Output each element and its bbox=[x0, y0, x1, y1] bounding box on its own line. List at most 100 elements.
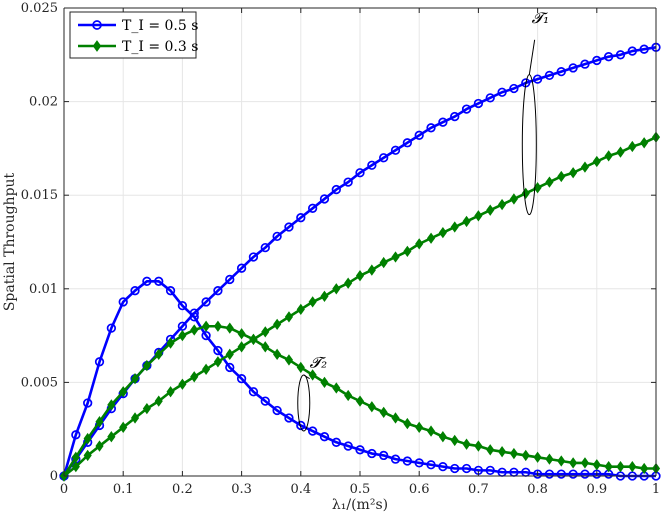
data-point bbox=[438, 461, 448, 472]
data-point bbox=[379, 153, 389, 163]
data-point bbox=[355, 445, 365, 455]
data-point bbox=[130, 286, 140, 296]
data-point bbox=[119, 386, 128, 398]
data-point bbox=[568, 63, 578, 73]
data-point bbox=[272, 405, 282, 416]
data-point bbox=[402, 456, 413, 466]
data-point bbox=[592, 459, 601, 471]
data-point bbox=[225, 348, 234, 360]
legend-label: T_I = 0.3 s bbox=[122, 39, 198, 55]
data-point bbox=[261, 326, 270, 338]
data-point bbox=[154, 348, 163, 360]
data-point bbox=[580, 59, 590, 69]
data-point bbox=[95, 416, 104, 428]
data-point bbox=[343, 177, 353, 187]
data-point bbox=[319, 432, 330, 442]
data-point bbox=[379, 450, 389, 461]
x-tick-label: 0.4 bbox=[290, 482, 311, 497]
data-point bbox=[320, 290, 329, 302]
annotation-label: 𝓣₁ bbox=[532, 9, 550, 27]
data-point bbox=[142, 402, 151, 415]
data-point bbox=[438, 226, 447, 239]
data-point bbox=[284, 311, 294, 323]
data-point bbox=[225, 322, 234, 334]
data-point bbox=[532, 74, 543, 84]
data-point bbox=[284, 413, 294, 423]
data-point bbox=[83, 449, 92, 462]
data-point bbox=[438, 431, 447, 443]
data-point bbox=[545, 453, 554, 465]
data-point bbox=[486, 204, 495, 216]
data-point bbox=[556, 66, 566, 77]
legend-box bbox=[69, 11, 197, 59]
data-point bbox=[190, 371, 199, 383]
data-point bbox=[473, 98, 484, 109]
y-tick-label: 0.02 bbox=[29, 95, 58, 110]
data-point bbox=[272, 231, 282, 242]
data-point bbox=[236, 374, 247, 384]
legend-marker bbox=[92, 20, 102, 30]
data-point bbox=[604, 460, 613, 473]
data-point bbox=[261, 341, 270, 353]
data-point bbox=[367, 160, 377, 170]
data-point bbox=[142, 359, 151, 372]
data-point bbox=[332, 283, 341, 295]
data-point bbox=[461, 104, 472, 114]
data-point bbox=[213, 286, 223, 296]
x-axis-label: λ₁/(m²s) bbox=[332, 497, 388, 513]
x-tick-label: 0.3 bbox=[231, 482, 252, 497]
data-point bbox=[142, 276, 152, 286]
data-point bbox=[569, 457, 578, 469]
series-group bbox=[59, 42, 661, 481]
data-point bbox=[580, 457, 590, 469]
data-point bbox=[390, 454, 401, 464]
data-point bbox=[616, 146, 625, 158]
annotation-pointer-t1 bbox=[528, 39, 536, 75]
data-point bbox=[355, 168, 365, 178]
data-point bbox=[307, 203, 318, 213]
data-point bbox=[296, 303, 305, 316]
data-point bbox=[178, 329, 187, 342]
data-point bbox=[237, 328, 246, 340]
y-tick-label: 0 bbox=[50, 469, 58, 484]
x-tick-label: 0.8 bbox=[527, 482, 548, 497]
data-point bbox=[450, 463, 460, 474]
data-point bbox=[260, 396, 270, 406]
data-point bbox=[308, 369, 317, 381]
data-point bbox=[202, 320, 211, 332]
series-group bbox=[59, 320, 661, 482]
data-point bbox=[462, 438, 471, 450]
data-point bbox=[165, 286, 176, 296]
data-point bbox=[498, 198, 507, 211]
data-point bbox=[225, 362, 235, 373]
data-point bbox=[260, 242, 270, 253]
data-point bbox=[107, 431, 116, 443]
data-point bbox=[367, 264, 376, 276]
data-point bbox=[557, 455, 566, 467]
data-point bbox=[628, 460, 637, 473]
data-point bbox=[462, 215, 471, 228]
y-tick-label: 0.01 bbox=[29, 282, 58, 297]
data-point bbox=[190, 324, 199, 336]
y-tick-label: 0.015 bbox=[21, 188, 58, 203]
data-point bbox=[71, 451, 80, 463]
data-point bbox=[415, 421, 424, 433]
data-point bbox=[344, 277, 353, 289]
data-point bbox=[474, 210, 483, 222]
x-tick-label: 0.7 bbox=[468, 482, 489, 497]
data-point bbox=[106, 323, 117, 333]
data-point bbox=[273, 348, 282, 360]
data-point bbox=[390, 145, 401, 155]
x-tick-label: 0.6 bbox=[409, 482, 430, 497]
data-point bbox=[544, 70, 555, 81]
data-point bbox=[71, 430, 81, 440]
data-point bbox=[403, 417, 412, 430]
x-tick-label: 0.1 bbox=[113, 482, 134, 497]
x-tick-label: 0.5 bbox=[350, 482, 371, 497]
data-point bbox=[486, 444, 495, 456]
x-tick-label: 0 bbox=[60, 482, 68, 497]
data-point bbox=[557, 170, 566, 183]
series-group bbox=[59, 131, 661, 482]
data-point bbox=[225, 274, 235, 285]
data-point bbox=[332, 382, 341, 394]
